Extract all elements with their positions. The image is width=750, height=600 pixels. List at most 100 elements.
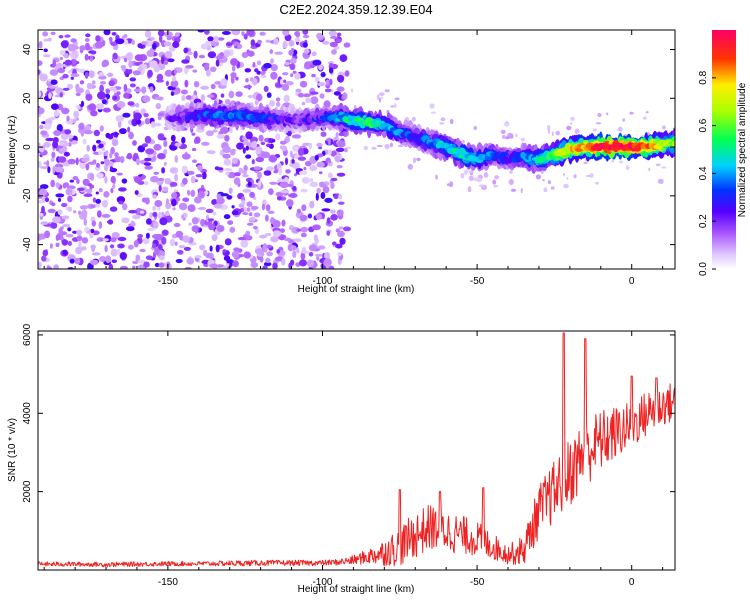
- heatmap-noise-cell: [285, 169, 291, 174]
- heatmap-noise-cell: [39, 184, 49, 190]
- heatmap-noise-cell: [227, 171, 236, 179]
- heatmap-noise-cell: [47, 166, 51, 174]
- heatmap-noise-cell: [99, 125, 104, 132]
- heatmap-noise-cell: [62, 249, 68, 256]
- heatmap-noise-cell: [170, 168, 177, 173]
- heatmap-noise-cell: [50, 157, 55, 162]
- heatmap-noise-cell: [261, 151, 270, 159]
- heatmap-noise-cell: [272, 230, 282, 238]
- heatmap-noise-cell: [187, 51, 193, 56]
- heatmap-noise-cell: [299, 80, 308, 88]
- heatmap-noise-cell: [117, 236, 127, 242]
- heatmap-noise-cell: [191, 147, 197, 152]
- heatmap-noise-cell: [231, 210, 239, 216]
- heatmap-noise-cell: [307, 213, 313, 219]
- heatmap-noise-cell: [84, 71, 89, 79]
- heatmap-noise-cell: [155, 103, 161, 110]
- heatmap-noise-cell: [217, 37, 225, 41]
- heatmap-noise-cell: [336, 32, 342, 37]
- heatmap-noise-cell: [60, 226, 64, 230]
- heatmap-x-axis: -150 -100 -50 0: [43, 30, 664, 287]
- heatmap-noise-cell: [81, 209, 88, 217]
- heatmap-noise-cell: [49, 243, 53, 249]
- heatmap-noise-cell: [81, 246, 87, 251]
- heatmap-noise-cell: [220, 193, 229, 197]
- heatmap-noise-cell: [137, 264, 146, 269]
- heatmap-noise-cell: [294, 72, 301, 80]
- heatmap-noise-cell: [75, 87, 85, 94]
- heatmap-noise-cell: [288, 40, 295, 47]
- heatmap-noise-cell: [595, 122, 602, 125]
- heatmap-noise-cell: [194, 136, 201, 144]
- heatmap-noise-cell: [301, 246, 307, 254]
- heatmap-noise-cell: [156, 73, 164, 82]
- heatmap-noise-cell: [143, 162, 152, 166]
- heatmap-noise-cell: [337, 230, 345, 238]
- heatmap-noise-cell: [188, 222, 192, 226]
- heatmap-noise-cell: [292, 70, 297, 75]
- heatmap-noise-cell: [397, 145, 404, 148]
- heatmap-noise-cell: [198, 54, 206, 59]
- heatmap-noise-cell: [215, 244, 220, 253]
- heatmap-noise-cell: [232, 260, 239, 268]
- heatmap-noise-cell: [40, 166, 49, 169]
- heatmap-noise-cell: [96, 210, 102, 218]
- heatmap-noise-cell: [169, 238, 176, 247]
- heatmap-noise-cell: [150, 121, 156, 128]
- heatmap-noise-cell: [108, 80, 115, 87]
- heatmap-noise-cell: [157, 177, 165, 181]
- heatmap-noise-cell: [170, 182, 178, 187]
- heatmap-noise-cell: [207, 94, 215, 98]
- heatmap-noise-cell: [174, 32, 180, 38]
- heatmap-noise-cell: [92, 80, 96, 85]
- heatmap-noise-cell: [175, 258, 183, 264]
- heatmap-noise-cell: [135, 103, 140, 108]
- heatmap-noise-cell: [273, 37, 279, 45]
- heatmap-noise-cell: [295, 168, 303, 172]
- heatmap-noise-cell: [263, 170, 272, 176]
- heatmap-noise-cell: [228, 187, 233, 194]
- heatmap-noise-cell: [59, 92, 63, 98]
- heatmap-noise-cell: [108, 263, 114, 269]
- heatmap-noise-cell: [171, 198, 177, 207]
- heatmap-noise-cell: [330, 214, 338, 221]
- heatmap-noise-cell: [85, 33, 91, 38]
- heatmap-noise-cell: [301, 177, 310, 184]
- heatmap-noise-cell: [547, 125, 551, 129]
- heatmap-noise-cell: [500, 129, 506, 134]
- heatmap-noise-cell: [192, 95, 197, 99]
- heatmap-noise-cell: [127, 244, 134, 250]
- heatmap-noise-cell: [171, 192, 178, 199]
- heatmap-noise-cell: [104, 164, 109, 172]
- heatmap-noise-cell: [126, 152, 133, 160]
- heatmap-noise-cell: [169, 33, 173, 38]
- heatmap-noise-cell: [144, 181, 149, 186]
- heatmap-noise-cell: [56, 146, 60, 152]
- heatmap-noise-cell: [190, 175, 196, 184]
- heatmap-noise-cell: [309, 178, 314, 182]
- heatmap-noise-cell: [248, 212, 253, 217]
- heatmap-noise-cell: [203, 249, 208, 257]
- heatmap-noise-cell: [230, 75, 235, 84]
- heatmap-noise-cell: [295, 88, 302, 93]
- heatmap-noise-cell: [509, 133, 514, 139]
- heatmap-noise-cell: [300, 188, 308, 193]
- heatmap-noise-cell: [183, 246, 191, 251]
- heatmap-noise-cell: [336, 172, 346, 177]
- heatmap-noise-cell: [41, 255, 47, 262]
- heatmap-noise-cell: [292, 186, 297, 191]
- heatmap-noise-cell: [508, 179, 514, 185]
- heatmap-noise-cell: [38, 199, 44, 204]
- heatmap-noise-cell: [322, 186, 330, 194]
- heatmap-noise-cell: [164, 51, 173, 59]
- heatmap-noise-cell: [64, 59, 72, 66]
- heatmap-noise-cell: [181, 214, 185, 219]
- heatmap-noise-cell: [262, 265, 268, 269]
- heatmap-noise-cell: [318, 63, 323, 71]
- heatmap-noise-cell: [50, 202, 56, 207]
- heatmap-noise-cell: [75, 117, 80, 121]
- heatmap-noise-cell: [69, 258, 75, 264]
- heatmap-noise-cell: [157, 212, 163, 220]
- heatmap-noise-cell: [336, 209, 344, 217]
- heatmap-noise-cell: [242, 170, 247, 175]
